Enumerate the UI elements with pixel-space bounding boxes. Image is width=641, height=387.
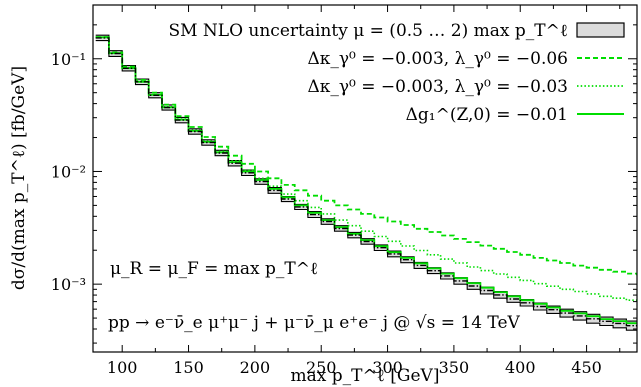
legend-label-1: Δκ_γ⁰ = −0.003, λ_γ⁰ = −0.06	[307, 49, 568, 69]
y-tick-label: 10⁻¹	[51, 50, 86, 69]
annotation-scale: μ_R = μ_F = max p_T^ℓ	[110, 259, 318, 279]
legend-swatch-band	[576, 22, 625, 38]
y-axis-title: dσ/d(max p_T^ℓ) [fb/GeV]	[9, 66, 29, 290]
data-layer	[95, 34, 637, 332]
y-tick-label: 10⁻³	[51, 275, 86, 294]
legend: SM NLO uncertainty μ = (0.5 … 2) max p_T…	[168, 21, 625, 125]
x-tick-label: 250	[306, 358, 337, 377]
ticks-layer: 100 150 200 250 300 350 400 450 10⁻³ 10⁻² 10⁻¹	[51, 5, 637, 377]
legend-label-3: Δg₁^(Z,0) = −0.01	[406, 105, 568, 125]
y-tick-label: 10⁻²	[51, 162, 86, 181]
x-tick-label: 400	[505, 358, 536, 377]
legend-label-0: SM NLO uncertainty μ = (0.5 … 2) max p_T…	[168, 21, 568, 41]
x-tick-label: 150	[173, 358, 204, 377]
annotation-process: pp → e⁻ν̄_e μ⁺μ⁻ j + μ⁻ν̄_μ e⁺e⁻ j @ √s …	[108, 313, 521, 333]
x-axis-title-text: max p_T^ℓ [GeV]	[291, 366, 440, 386]
legend-label-2: Δκ_γ⁰ = −0.003, λ_γ⁰ = −0.03	[307, 77, 568, 97]
x-tick-label: 200	[240, 358, 271, 377]
x-tick-label: 300	[372, 358, 403, 377]
y-axis-title-text: dσ/d(max p_T^ℓ) [fb/GeV]	[9, 66, 29, 290]
x-tick-label: 350	[439, 358, 470, 377]
x-tick-label: 100	[107, 358, 138, 377]
x-tick-label: 450	[571, 358, 602, 377]
band-central-line	[95, 37, 637, 327]
series-line-2	[95, 36, 637, 325]
x-axis-title: max p_T^ℓ [GeV]	[291, 366, 440, 386]
plot-frame	[92, 4, 638, 353]
